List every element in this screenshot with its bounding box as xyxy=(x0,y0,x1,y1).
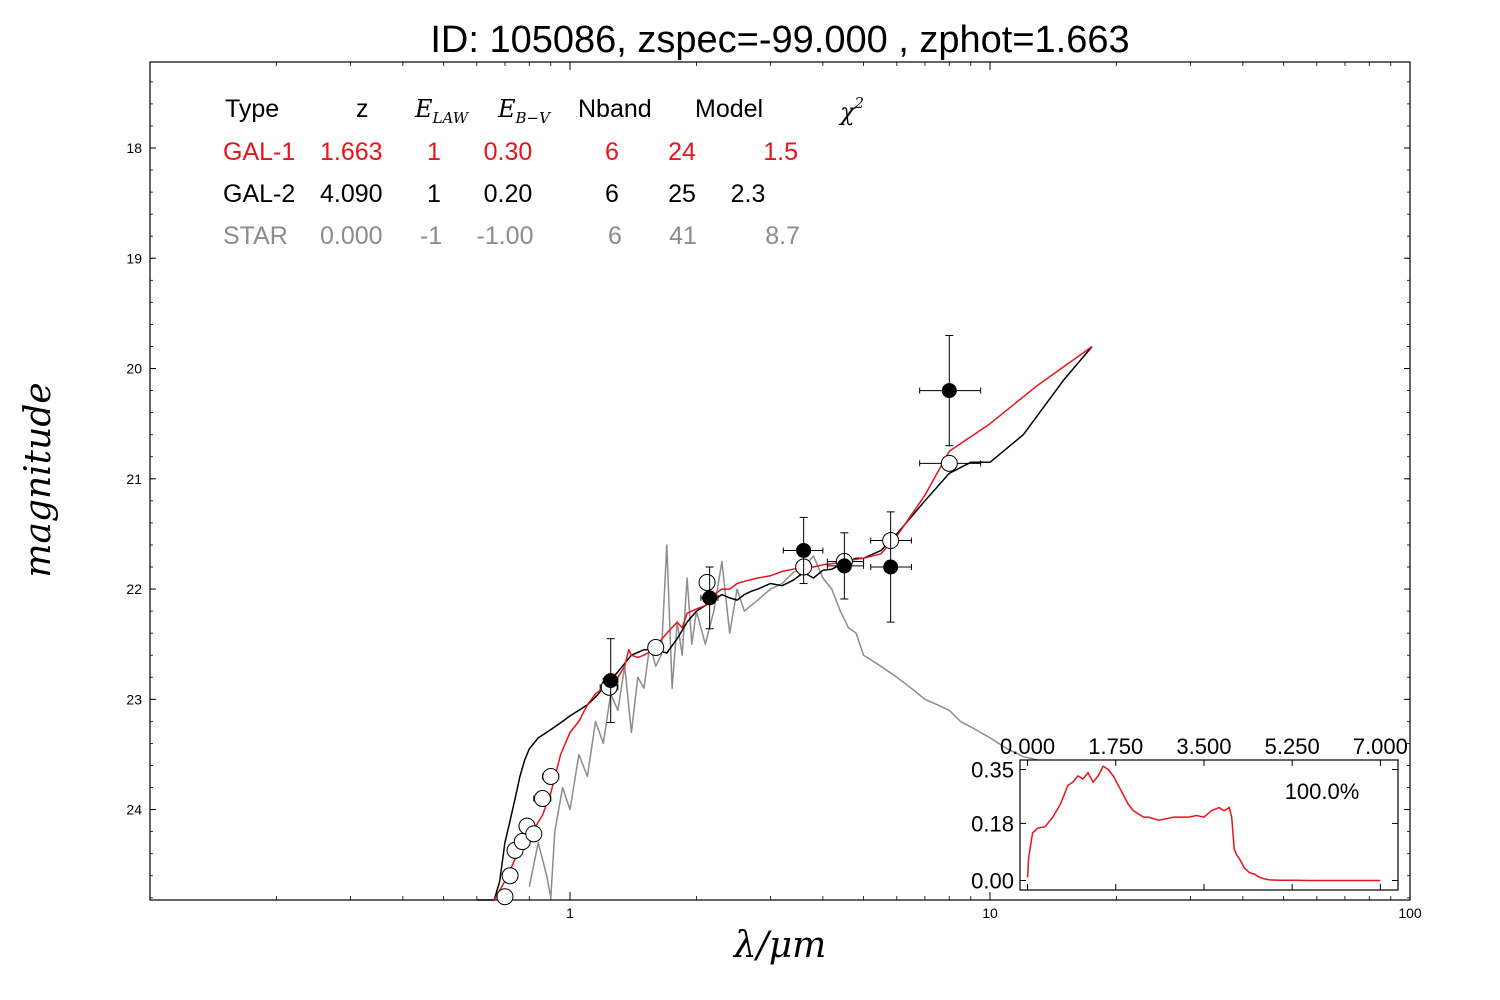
y-tick-label-2: 20 xyxy=(126,361,142,377)
table-header-elaw-e: E xyxy=(414,95,433,123)
model-point-9 xyxy=(647,638,665,656)
observed-point-2 xyxy=(796,542,812,558)
table-header-nband: Nband xyxy=(578,95,652,123)
table-header-type: Type xyxy=(225,95,279,123)
gal2-model: 25 xyxy=(668,180,696,208)
table-header-ebv: EB−V xyxy=(497,95,552,127)
model-point-14 xyxy=(940,454,958,472)
model-point-1 xyxy=(501,867,519,885)
gal1-nband: 6 xyxy=(605,138,619,166)
pdz-inset: 0.000 1.750 3.500 5.250 7.000 0.00 0.18 0.35 1… xyxy=(971,734,1408,893)
inset-x-tick-label-1: 1.750 xyxy=(1088,734,1143,759)
inset-y-ticks: 0.00 0.18 0.35 xyxy=(971,758,1398,893)
inset-x-tick-label-4: 7.000 xyxy=(1353,734,1408,759)
gal2-elaw: 1 xyxy=(427,180,441,208)
table-row-star: STAR 0.000 -1 -1.00 6 41 8.7 xyxy=(223,222,800,250)
table-header-chi2: χ2 xyxy=(838,94,864,126)
inset-y-tick-label-1: 0.18 xyxy=(971,811,1014,836)
inset-annotation: 100.0% xyxy=(1285,779,1360,804)
series-line-star xyxy=(528,544,1039,899)
inset-y-tick-label-0: 0.00 xyxy=(971,868,1014,893)
model-point-5 xyxy=(525,825,543,843)
inset-x-tick-label-3: 5.250 xyxy=(1265,734,1320,759)
inset-x-tick-label-2: 3.500 xyxy=(1176,734,1231,759)
observed-point-1 xyxy=(702,590,718,606)
model-point-6 xyxy=(533,790,551,808)
chart-title: ID: 105086, zspec=-99.000 , zphot=1.663 xyxy=(430,19,1129,61)
model-point-10 xyxy=(698,573,716,591)
star-elaw: -1 xyxy=(420,222,442,250)
table-header-ebv-sub: B−V xyxy=(515,109,553,127)
model-point-7 xyxy=(542,768,560,786)
gal1-elaw: 1 xyxy=(427,138,441,166)
star-nband: 6 xyxy=(608,222,622,250)
table-header-elaw-sub: LAW xyxy=(432,109,470,127)
y-tick-label-0: 18 xyxy=(126,140,142,156)
inset-x-ticks: 0.000 1.750 3.500 5.250 7.000 xyxy=(1000,734,1408,890)
plot-frame xyxy=(149,61,1411,901)
observed-point-0 xyxy=(603,673,619,689)
y-tick-label-4: 22 xyxy=(126,581,142,597)
gal1-z: 1.663 xyxy=(320,138,383,166)
table-row-gal1: GAL-1 1.663 1 0.30 6 24 1.5 xyxy=(223,138,798,166)
star-model: 41 xyxy=(669,222,697,250)
observed-point-5 xyxy=(941,383,957,399)
gal1-chi2: 1.5 xyxy=(763,138,798,166)
table-row-gal2: GAL-2 4.090 1 0.20 6 25 2.3 xyxy=(223,180,765,208)
star-type: STAR xyxy=(223,222,288,250)
observed-point-3 xyxy=(836,558,852,574)
pdz-curve xyxy=(1026,765,1381,882)
fit-table: Type z ELAW EB−V Nband Model χ2 GAL-1 1.… xyxy=(223,94,864,250)
gal2-nband: 6 xyxy=(605,180,619,208)
y-tick-label-3: 21 xyxy=(126,471,142,487)
y-tick-label-5: 23 xyxy=(126,691,142,707)
gal1-ebv: 0.30 xyxy=(484,138,533,166)
x-tick-label-0: 1 xyxy=(566,905,574,921)
inset-x-tick-label-0: 0.000 xyxy=(1000,734,1055,759)
points-layer xyxy=(496,334,982,906)
x-tick-label-2: 100 xyxy=(1398,905,1422,921)
y-tick-label-1: 19 xyxy=(126,250,142,266)
gal2-ebv: 0.20 xyxy=(484,180,533,208)
table-header-z: z xyxy=(356,95,369,123)
model-point-0 xyxy=(496,888,514,906)
gal2-chi2: 2.3 xyxy=(731,180,766,208)
star-z: 0.000 xyxy=(320,222,383,250)
table-header-ebv-e: E xyxy=(497,95,516,123)
table-header-elaw: ELAW xyxy=(414,95,470,127)
gal2-z: 4.090 xyxy=(320,180,383,208)
inset-curve-layer xyxy=(1026,765,1381,882)
gal1-model: 24 xyxy=(668,138,696,166)
gal1-type: GAL-1 xyxy=(223,138,295,166)
table-header-chi2-chi: χ xyxy=(838,98,856,126)
y-tick-label-6: 24 xyxy=(126,802,142,818)
inset-y-tick-label-2: 0.35 xyxy=(971,758,1014,783)
observed-point-4 xyxy=(883,559,899,575)
star-chi2: 8.7 xyxy=(765,222,800,250)
x-axis-label: λ/μm xyxy=(732,925,826,966)
y-axis-label: magnitude xyxy=(18,382,59,577)
gal2-type: GAL-2 xyxy=(223,180,295,208)
x-tick-label-1: 10 xyxy=(982,905,998,921)
table-header-chi2-sup: 2 xyxy=(854,94,865,112)
table-header-model: Model xyxy=(695,95,763,123)
inset-frame xyxy=(1019,759,1399,891)
star-ebv: -1.00 xyxy=(477,222,534,250)
